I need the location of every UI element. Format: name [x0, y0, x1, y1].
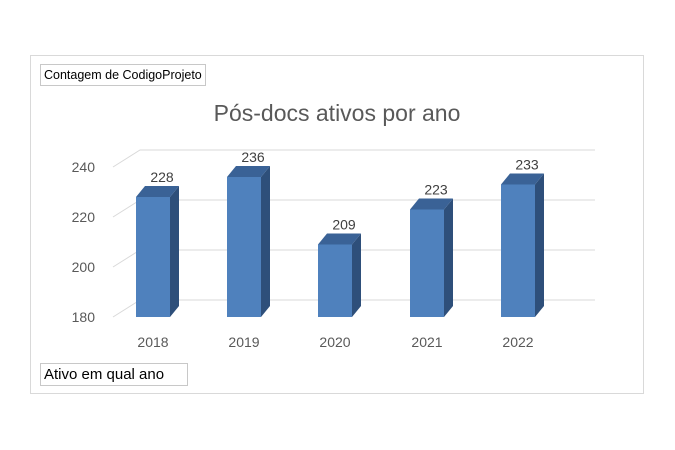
bar: 209 — [318, 217, 361, 317]
gridline — [112, 149, 595, 168]
bar-top — [227, 166, 270, 177]
y-tick-label: 220 — [72, 209, 96, 225]
x-tick-label: 2020 — [319, 334, 350, 350]
bar-top — [136, 186, 179, 197]
y-tick-label: 180 — [72, 309, 96, 325]
bar-front — [227, 177, 261, 317]
x-tick-label: 2018 — [137, 334, 168, 350]
bar-front — [410, 209, 444, 317]
bar-side — [170, 186, 179, 317]
bar: 236 — [227, 149, 270, 317]
y-tick-label: 240 — [72, 159, 96, 175]
bar-front — [318, 244, 352, 317]
values-field-button[interactable]: Contagem de CodigoProjeto — [40, 64, 206, 86]
bar: 228 — [136, 169, 179, 317]
bar-top — [501, 173, 544, 185]
bar-top — [318, 233, 361, 245]
data-label: 223 — [424, 182, 448, 198]
axis-field-button[interactable]: Ativo em qual ano — [40, 363, 188, 386]
bar-side — [352, 233, 361, 317]
chart-title: Pós-docs ativos por ano — [214, 100, 461, 126]
bar-top — [410, 198, 453, 210]
bars: 228 236 209 223 233 — [136, 149, 544, 317]
data-label: 236 — [241, 149, 265, 165]
x-axis: 2018 2019 2020 2021 2022 — [137, 334, 533, 350]
bar-front — [136, 197, 170, 317]
x-tick-label: 2022 — [502, 334, 533, 350]
bar-side — [444, 198, 453, 317]
y-tick-label: 200 — [72, 259, 96, 275]
bar-front — [501, 184, 535, 317]
x-tick-label: 2021 — [411, 334, 442, 350]
bar-side — [261, 166, 270, 317]
data-label: 233 — [515, 157, 539, 173]
bar: 233 — [501, 157, 544, 317]
bar-side — [535, 173, 544, 317]
data-label: 228 — [150, 169, 174, 185]
y-axis: 180 200 220 240 — [72, 159, 96, 325]
data-label: 209 — [332, 217, 356, 233]
bar: 223 — [410, 182, 453, 317]
x-tick-label: 2019 — [228, 334, 259, 350]
